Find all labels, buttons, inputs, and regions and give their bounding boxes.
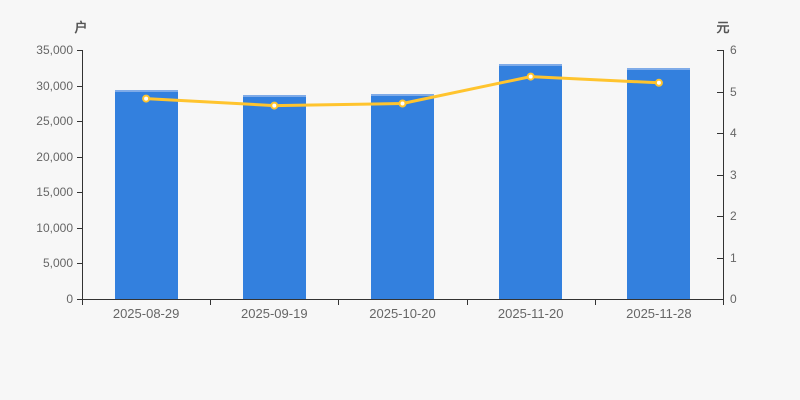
bar xyxy=(371,94,434,299)
right-axis-tick-label: 6 xyxy=(730,43,737,57)
left-axis-tick-label: 10,000 xyxy=(36,220,73,235)
left-axis-tick-label: 25,000 xyxy=(36,114,73,129)
x-axis-tick xyxy=(594,299,596,305)
right-axis-tick xyxy=(717,91,723,93)
left-axis-tick xyxy=(77,50,82,51)
x-axis-tick xyxy=(82,299,83,305)
right-axis-tick-label: 2 xyxy=(730,209,737,223)
x-axis-category-label: 2025-08-29 xyxy=(112,306,180,321)
right-axis-unit-label: 元 xyxy=(716,20,730,35)
right-axis-tick-label: 5 xyxy=(730,84,737,99)
right-axis-tick xyxy=(717,299,723,300)
right-axis-tick-label: 4 xyxy=(730,126,737,140)
right-axis-tick xyxy=(717,216,723,217)
line-series-point xyxy=(654,78,663,87)
line-series-point xyxy=(142,94,151,103)
bar xyxy=(242,94,306,299)
left-axis-tick-label: 20,000 xyxy=(36,149,73,164)
left-axis-tick-label: 30,000 xyxy=(36,78,73,93)
left-axis-tick xyxy=(77,263,82,265)
bar xyxy=(627,67,691,299)
left-axis-tick-label: 35,000 xyxy=(36,43,73,57)
x-axis-category-label: 2025-11-20 xyxy=(497,306,564,321)
x-axis-tick xyxy=(466,299,468,305)
left-axis-unit-label: 户 xyxy=(74,20,88,35)
left-axis-tick xyxy=(77,85,82,87)
line-series-point xyxy=(398,99,407,108)
x-axis-tick xyxy=(338,299,340,305)
line-series-point xyxy=(270,101,279,110)
right-axis-tick xyxy=(717,50,723,51)
right-axis-line xyxy=(723,50,724,299)
x-axis-category-label: 2025-10-20 xyxy=(369,306,436,321)
bar xyxy=(114,89,178,299)
x-axis-category-label: 2025-09-19 xyxy=(241,306,308,321)
line-series-point xyxy=(526,72,535,81)
right-axis-tick xyxy=(717,257,723,259)
x-axis-tick xyxy=(723,299,724,305)
right-axis-tick xyxy=(717,133,723,134)
x-axis-tick xyxy=(210,299,212,305)
right-axis-tick-label: 1 xyxy=(730,250,737,265)
left-axis-tick xyxy=(77,121,82,123)
left-axis-tick xyxy=(77,227,82,229)
bar xyxy=(499,64,563,299)
right-axis-tick-label: 0 xyxy=(730,292,737,306)
left-axis-tick-label: 5,000 xyxy=(42,256,73,271)
x-axis-category-label: 2025-11-28 xyxy=(626,306,692,321)
right-axis-tick xyxy=(717,174,723,176)
right-axis-tick-label: 3 xyxy=(730,167,737,182)
left-axis-tick xyxy=(77,192,82,194)
x-axis-line xyxy=(82,299,724,300)
left-axis-line xyxy=(82,50,83,299)
left-axis-tick xyxy=(77,156,82,158)
left-axis-tick-label: 0 xyxy=(66,292,73,306)
left-axis-tick xyxy=(77,299,82,300)
left-axis-tick-label: 15,000 xyxy=(36,185,73,200)
